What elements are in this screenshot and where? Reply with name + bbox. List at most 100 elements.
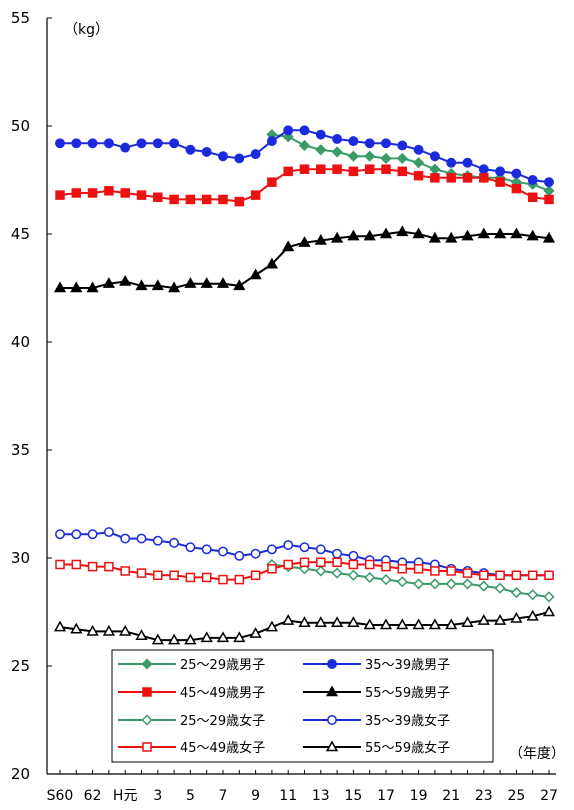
data-point (315, 544, 326, 555)
legend-item: 45～49歳男子 (118, 686, 265, 701)
legend-item: 55～59歳女子 (303, 740, 450, 756)
data-point (102, 624, 115, 636)
data-point (185, 572, 196, 583)
data-point (314, 233, 327, 245)
data-point (87, 529, 98, 540)
y-tick-label: 45 (11, 225, 30, 243)
data-point (477, 227, 490, 239)
data-point (494, 227, 507, 239)
y-axis-label: （kg） (64, 22, 109, 38)
series-line (60, 129, 550, 184)
data-point (332, 557, 342, 568)
data-point (314, 616, 327, 628)
data-point (397, 166, 408, 177)
data-point (267, 177, 277, 187)
data-point (87, 561, 98, 572)
data-point (283, 559, 293, 570)
series-line (59, 168, 550, 203)
data-point (413, 564, 424, 574)
data-point (331, 146, 343, 158)
data-point (135, 279, 148, 291)
data-point (315, 144, 327, 156)
data-point (461, 616, 474, 628)
data-point (316, 557, 326, 568)
data-point (282, 614, 295, 625)
data-point (332, 134, 343, 144)
data-point (347, 569, 359, 581)
data-point (266, 544, 277, 555)
data-point (299, 557, 310, 568)
data-point (396, 225, 409, 237)
data-point (429, 151, 440, 162)
data-point (55, 190, 65, 200)
legend-swatch-marker (327, 715, 337, 725)
data-point (347, 229, 360, 241)
y-tick-label: 25 (11, 657, 30, 675)
data-point (249, 627, 262, 638)
data-point (55, 529, 65, 540)
data-point (216, 631, 230, 643)
data-point (348, 550, 359, 561)
data-point (348, 559, 359, 570)
data-point (283, 125, 294, 136)
legend-swatch-marker (325, 740, 339, 752)
data-point (119, 274, 132, 286)
data-point (511, 168, 522, 179)
data-point (299, 542, 310, 553)
data-point (266, 136, 277, 147)
series-6 (55, 557, 554, 585)
data-point (200, 277, 213, 288)
legend-item: 55～59歳男子 (303, 685, 450, 701)
data-point (201, 544, 212, 555)
legend-item: 45～49歳女子 (118, 740, 265, 756)
data-point (381, 138, 391, 149)
data-point (462, 173, 473, 183)
data-point (104, 561, 114, 572)
legend-item: 25～29歳女子 (118, 713, 265, 729)
data-point (250, 149, 261, 160)
data-point (136, 190, 147, 200)
data-point (428, 231, 441, 243)
data-point (282, 240, 295, 252)
data-point (70, 622, 83, 634)
x-tick-label: 27 (540, 788, 558, 804)
data-point (380, 152, 392, 164)
data-point (363, 618, 376, 630)
data-point (379, 227, 393, 239)
data-point (136, 568, 147, 578)
data-point (445, 618, 458, 630)
data-point (332, 548, 343, 559)
data-point (428, 618, 441, 630)
data-point (71, 138, 82, 149)
y-tick-label: 30 (11, 549, 30, 567)
data-point (152, 535, 163, 546)
legend-label: 45～49歳女子 (180, 740, 265, 756)
data-point (71, 188, 82, 198)
data-point (86, 281, 99, 293)
data-point (185, 542, 196, 553)
data-point (479, 173, 489, 183)
data-point (510, 611, 523, 623)
data-point (445, 231, 458, 243)
data-point (331, 231, 344, 243)
data-point (494, 614, 507, 625)
data-point (542, 231, 556, 243)
data-point (200, 631, 213, 643)
data-point (315, 565, 327, 577)
data-point (299, 164, 310, 174)
data-point (396, 576, 408, 588)
data-point (168, 633, 181, 645)
data-point (462, 157, 473, 168)
data-point (542, 605, 556, 617)
series-3 (53, 225, 556, 293)
data-point (347, 150, 359, 162)
data-point (461, 229, 474, 241)
data-point (218, 574, 228, 585)
data-point (184, 633, 197, 645)
data-point (413, 578, 425, 590)
data-point (397, 140, 408, 151)
data-point (381, 561, 391, 572)
data-point (544, 177, 554, 188)
legend-swatch-marker (141, 658, 153, 670)
data-point (413, 144, 424, 155)
